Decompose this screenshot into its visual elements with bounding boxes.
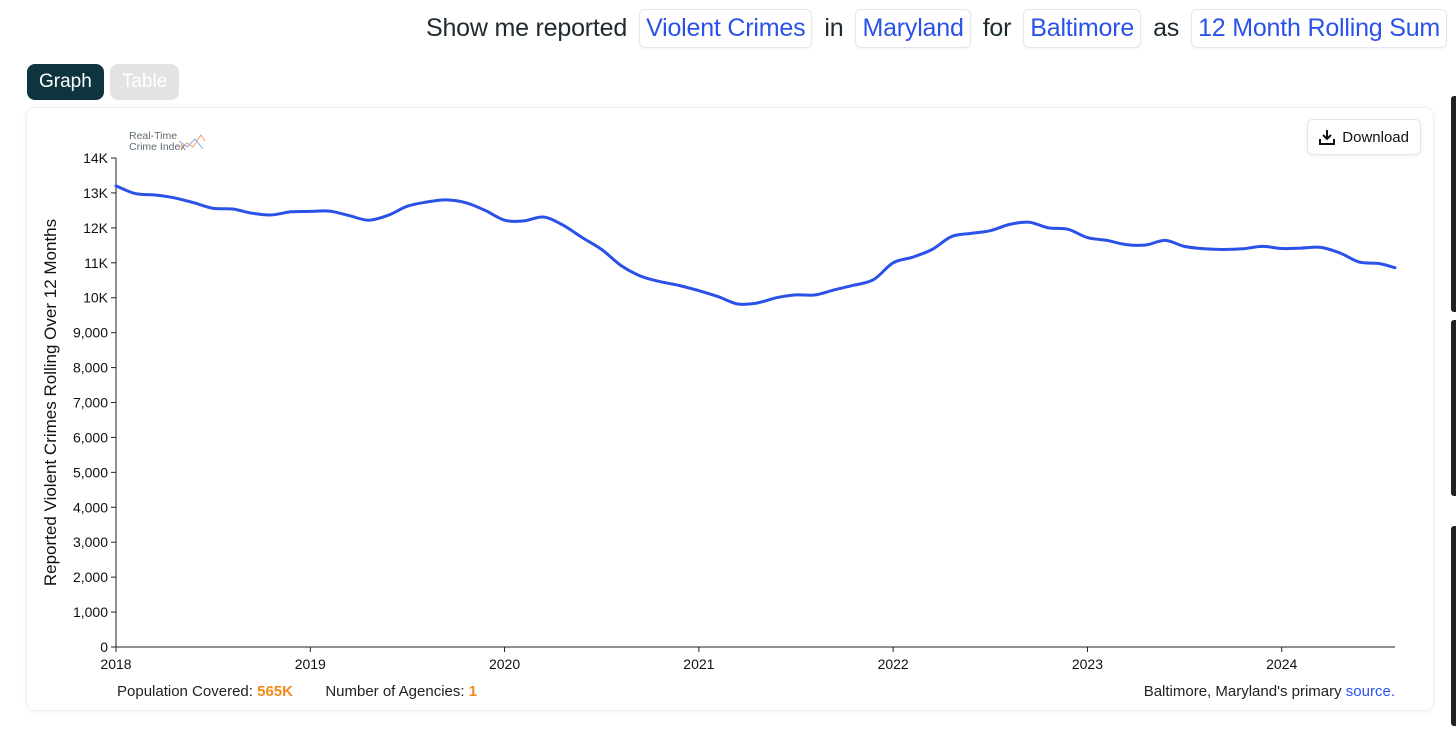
download-icon xyxy=(1319,130,1336,145)
view-tabs: Graph Table xyxy=(27,64,180,100)
query-text-in: in xyxy=(824,13,844,42)
download-label: Download xyxy=(1342,128,1409,146)
x-tick-label: 2023 xyxy=(1072,656,1103,672)
y-tick-label: 6,000 xyxy=(73,429,108,445)
rtci-logo: Real-Time Crime Index xyxy=(129,130,206,153)
side-panel-edge xyxy=(1451,320,1456,496)
y-tick-label: 7,000 xyxy=(73,395,108,411)
logo-line1: Real-Time xyxy=(129,130,178,142)
y-tick-label: 0 xyxy=(100,639,108,655)
agency-selector[interactable]: Baltimore xyxy=(1023,8,1142,48)
metric-selector[interactable]: Violent Crimes xyxy=(639,8,813,48)
coverage-info: Population Covered: 565K Number of Agenc… xyxy=(117,683,477,700)
y-tick-label: 13K xyxy=(83,185,109,201)
x-tick-label: 2022 xyxy=(878,656,909,672)
y-tick-label: 14K xyxy=(83,150,109,166)
logo-line2: Crime Index xyxy=(129,141,186,153)
side-panel-edge xyxy=(1451,526,1456,726)
download-button[interactable]: Download xyxy=(1307,119,1421,155)
source-link[interactable]: source. xyxy=(1345,683,1395,700)
population-value: 565K xyxy=(257,683,293,700)
y-tick-label: 8,000 xyxy=(73,360,108,376)
y-tick-label: 11K xyxy=(84,255,109,271)
y-tick-label: 5,000 xyxy=(73,464,108,480)
tab-graph[interactable]: Graph xyxy=(27,64,104,100)
query-text-as: as xyxy=(1153,13,1180,42)
x-tick-label: 2021 xyxy=(683,656,714,672)
y-tick-label: 1,000 xyxy=(73,604,108,620)
query-sentence: Show me reported Violent Crimes in Maryl… xyxy=(420,8,1453,48)
logo-mark-icon xyxy=(178,134,206,150)
x-tick-label: 2018 xyxy=(100,656,131,672)
series-line xyxy=(114,184,1397,306)
tab-table[interactable]: Table xyxy=(109,64,180,100)
state-selector[interactable]: Maryland xyxy=(855,8,971,48)
y-tick-label: 9,000 xyxy=(73,325,108,341)
y-tick-label: 10K xyxy=(83,290,109,306)
agencies-label: Number of Agencies: xyxy=(325,683,465,700)
y-tick-label: 12K xyxy=(83,220,109,236)
x-tick-label: 2024 xyxy=(1266,656,1297,672)
y-tick-label: 4,000 xyxy=(73,499,108,515)
query-text-for: for xyxy=(982,13,1012,42)
y-tick-label: 2,000 xyxy=(73,569,108,585)
x-tick-label: 2019 xyxy=(295,656,326,672)
x-tick-label: 2020 xyxy=(489,656,520,672)
measure-selector[interactable]: 12 Month Rolling Sum xyxy=(1191,8,1448,48)
y-tick-label: 3,000 xyxy=(73,534,108,550)
source-text: Baltimore, Maryland's primary xyxy=(1143,683,1342,700)
source-info: Baltimore, Maryland's primary source. xyxy=(1144,683,1395,700)
query-text-prefix: Show me reported xyxy=(426,13,628,42)
agencies-value: 1 xyxy=(468,683,478,700)
population-label: Population Covered: xyxy=(117,683,253,700)
chart-card: 0 1,000 2,000 3,000 4,000 5,000 6,000 7,000 8,00… xyxy=(27,108,1433,710)
line-chart: 0 1,000 2,000 3,000 4,000 5,000 6,000 7,000 8,00… xyxy=(41,150,1397,672)
y-axis-label: Reported Violent Crimes Rolling Over 12 … xyxy=(41,219,60,586)
side-panel-edge xyxy=(1451,96,1456,312)
